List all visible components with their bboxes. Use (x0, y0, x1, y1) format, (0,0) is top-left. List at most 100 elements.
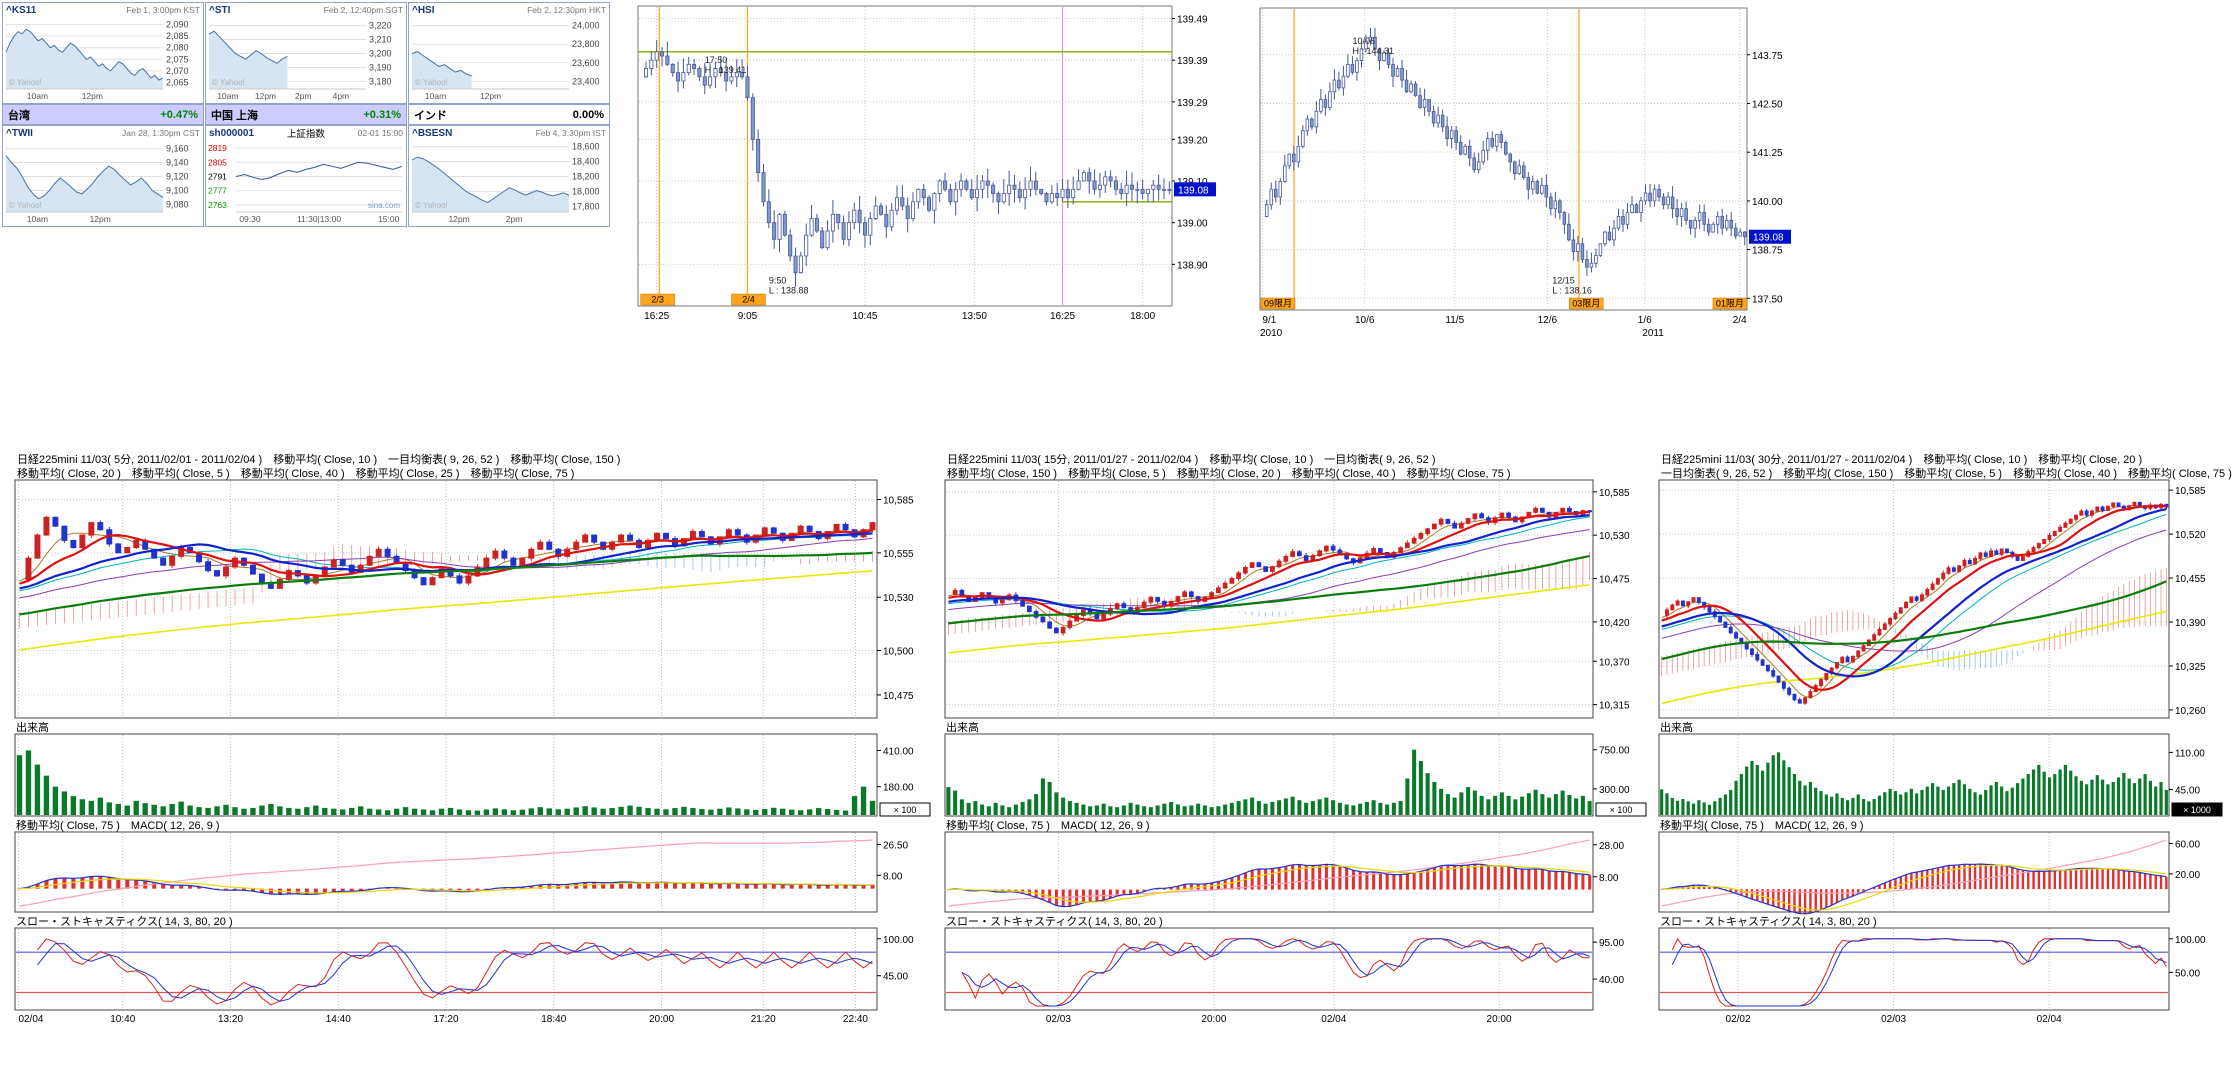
daily-candlestick-chart: 143.75 142.50 141.25 140.00 138.75 137.50 9/1 1… (1252, 2, 1797, 342)
svg-text:01限月: 01限月 (1716, 299, 1744, 309)
svg-text:02/04: 02/04 (2037, 1014, 2062, 1025)
svg-text:スロー・ストキャスティクス( 14, 3, 80, 20 ): スロー・ストキャスティクス( 14, 3, 80, 20 ) (1660, 915, 1877, 928)
mini-chart-header: ^BSESN Feb 4, 3:30pm IST (409, 126, 609, 140)
chart-title-line1: 日経225mini 11/03( 30分, 2011/01/27 - 2011/… (1661, 454, 2143, 466)
svg-text:2,065: 2,065 (166, 77, 189, 87)
svg-text:9,140: 9,140 (166, 158, 189, 168)
svg-text:2/3: 2/3 (651, 295, 664, 305)
svg-text:10,315: 10,315 (1599, 701, 1630, 712)
svg-text:18,400: 18,400 (572, 157, 600, 167)
svg-text:300.00: 300.00 (1599, 785, 1630, 796)
svg-text:09限月: 09限月 (1264, 299, 1292, 309)
svg-text:100.00: 100.00 (883, 935, 914, 946)
svg-text:H : 139.41: H : 139.41 (705, 65, 747, 75)
svg-text:20.00: 20.00 (2175, 870, 2200, 881)
symbol-label[interactable]: ^HSI (412, 4, 435, 16)
symbol-label[interactable]: ^KS11 (6, 4, 37, 16)
svg-text:139.00: 139.00 (1177, 219, 1208, 230)
svg-text:17,800: 17,800 (572, 201, 600, 211)
mini-chart-shanghai-sina[interactable]: sh000001 上証指数 02-01 15:00 2819 2805 2791 27… (205, 125, 407, 227)
mini-chart-bsesn[interactable]: ^BSESN Feb 4, 3:30pm IST 18,600 18,400 18,… (408, 125, 610, 227)
svg-text:02/02: 02/02 (1726, 1014, 1751, 1025)
svg-text:02/03: 02/03 (1881, 1014, 1906, 1025)
svg-text:L : 138.16: L : 138.16 (1552, 286, 1592, 296)
svg-text:2,085: 2,085 (166, 31, 189, 41)
index-strip-india: インド 0.00% (408, 104, 610, 125)
svg-text:17:20: 17:20 (433, 1014, 458, 1025)
svg-text:20:00: 20:00 (1201, 1014, 1226, 1025)
svg-text:10,585: 10,585 (883, 496, 914, 507)
index-change: +0.31% (363, 108, 401, 121)
svg-text:02/03: 02/03 (1046, 1014, 1071, 1025)
svg-text:26.50: 26.50 (883, 841, 908, 852)
svg-text:18,000: 18,000 (572, 186, 600, 196)
svg-text:18,600: 18,600 (572, 142, 600, 152)
svg-text:95.00: 95.00 (1599, 938, 1624, 949)
svg-text:10,530: 10,530 (883, 593, 914, 604)
chart-title-line1: 日経225mini 11/03( 5分, 2011/02/01 - 2011/0… (17, 454, 621, 466)
mini-chart-ks11[interactable]: ^KS11 Feb 1, 3:00pm KST 2,090 2,085 2,080 2… (2, 2, 204, 104)
svg-text:9:05: 9:05 (738, 311, 758, 322)
svg-text:2/4: 2/4 (742, 295, 755, 305)
svg-text:2805: 2805 (208, 157, 227, 167)
svg-text:10,260: 10,260 (2175, 706, 2206, 717)
svg-text:13:50: 13:50 (962, 311, 987, 322)
timestamp-label: Feb 1, 3:00pm KST (126, 5, 200, 15)
svg-text:139.49: 139.49 (1177, 15, 1208, 26)
svg-text:2777: 2777 (208, 186, 227, 196)
symbol-label[interactable]: ^BSESN (412, 127, 453, 139)
svg-text:© Yahoo!: © Yahoo! (415, 201, 448, 210)
svg-text:10,455: 10,455 (2175, 574, 2206, 585)
svg-text:2763: 2763 (208, 200, 227, 210)
mini-chart-header: ^STI Feb 2, 12:40pm SGT (206, 3, 406, 17)
chart-title-line1: 日経225mini 11/03( 15分, 2011/01/27 - 2011/… (947, 454, 1436, 466)
svg-text:L : 138.88: L : 138.88 (769, 286, 809, 296)
svg-text:09:30: 09:30 (239, 214, 261, 224)
svg-text:143.75: 143.75 (1752, 51, 1783, 62)
mini-chart-hsi[interactable]: ^HSI Feb 2, 12:30pm HKT 24,000 23,800 23,6… (408, 2, 610, 104)
svg-text:10,325: 10,325 (2175, 662, 2206, 673)
svg-text:スロー・ストキャスティクス( 14, 3, 80, 20 ): スロー・ストキャスティクス( 14, 3, 80, 20 ) (16, 915, 233, 928)
intraday-candlestick-chart: 139.49139.39139.29139.20139.10139.00138.… (630, 0, 1222, 328)
twii-chart-canvas: 9,160 9,140 9,120 9,100 9,080 10am 12pm © Yahoo… (5, 144, 189, 224)
svg-text:10,530: 10,530 (1599, 531, 1630, 542)
mini-chart-sti[interactable]: ^STI Feb 2, 12:40pm SGT 3,220 3,210 3,200 3… (205, 2, 407, 104)
mini-chart-header: sh000001 上証指数 02-01 15:00 (206, 126, 406, 141)
chart-title-line2: 移動平均( Close, 150 ) 移動平均( Close, 5 ) 移動平均… (947, 468, 1511, 480)
svg-text:24,000: 24,000 (572, 21, 600, 31)
symbol-label[interactable]: ^STI (209, 4, 231, 16)
svg-text:2,070: 2,070 (166, 66, 189, 76)
svg-text:2/4: 2/4 (1733, 315, 1747, 326)
svg-text:12pm: 12pm (82, 91, 103, 101)
mini-chart-twii[interactable]: ^TWII Jan 28, 1:30pm CST 9,160 9,140 9,120… (2, 125, 204, 227)
svg-text:9/1: 9/1 (1262, 315, 1276, 326)
svg-text:23,800: 23,800 (572, 39, 600, 49)
chart-title-line2: 移動平均( Close, 20 ) 移動平均( Close, 5 ) 移動平均(… (17, 468, 575, 480)
svg-text:2,080: 2,080 (166, 43, 189, 53)
svg-text:40.00: 40.00 (1599, 975, 1624, 986)
svg-text:4pm: 4pm (333, 91, 350, 101)
svg-text:12pm: 12pm (480, 91, 501, 101)
svg-text:10am: 10am (27, 214, 48, 224)
svg-text:45.00: 45.00 (883, 972, 908, 983)
svg-text:12pm: 12pm (255, 91, 276, 101)
symbol-label[interactable]: ^TWII (6, 127, 33, 139)
mini-chart-header: ^KS11 Feb 1, 3:00pm KST (3, 3, 203, 17)
svg-text:2pm: 2pm (506, 214, 523, 224)
svg-text:16:25: 16:25 (644, 311, 669, 322)
svg-text:180.00: 180.00 (883, 783, 914, 794)
index-name: インド (414, 109, 447, 122)
svg-text:11:30|13:00: 11:30|13:00 (297, 214, 341, 224)
svg-text:3,180: 3,180 (369, 76, 392, 86)
svg-text:138.75: 138.75 (1752, 246, 1783, 257)
svg-text:12/15: 12/15 (1552, 276, 1575, 286)
svg-text:12pm: 12pm (90, 214, 111, 224)
svg-text:100.00: 100.00 (2175, 935, 2206, 946)
svg-text:139.08: 139.08 (1178, 185, 1209, 196)
svg-text:23,400: 23,400 (572, 76, 600, 86)
symbol-label[interactable]: sh000001 (209, 127, 255, 139)
svg-text:10/6: 10/6 (1355, 315, 1375, 326)
svg-text:10:45: 10:45 (852, 311, 877, 322)
svg-text:45.00: 45.00 (2175, 785, 2200, 796)
